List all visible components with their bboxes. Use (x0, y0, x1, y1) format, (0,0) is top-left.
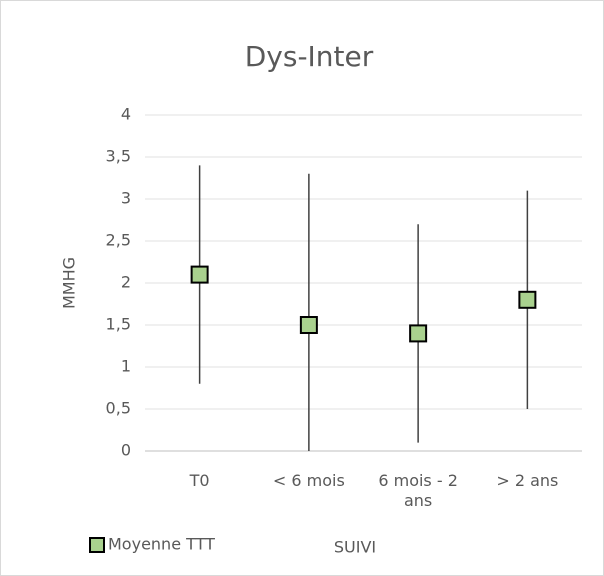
legend-label: Moyenne TTT (108, 535, 215, 554)
x-axis-label: SUIVI (334, 538, 376, 557)
y-tick-label: 0,5 (106, 399, 131, 418)
x-tick-label: < 6 mois (272, 471, 345, 490)
marker (409, 324, 428, 343)
marker (299, 316, 318, 334)
y-tick-label: 4 (121, 105, 131, 124)
y-tick-label: 1,5 (106, 315, 131, 334)
y-axis-label: MMHG (60, 257, 79, 309)
x-tick-label: 6 mois - 2 ans (378, 471, 458, 510)
marker (190, 265, 209, 284)
y-tick-label: 2,5 (106, 231, 131, 250)
x-tick-label: T0 (189, 471, 210, 490)
x-tick-label: > 2 ans (496, 471, 559, 490)
marker (518, 290, 537, 309)
y-tick-label: 0 (121, 441, 131, 460)
y-tick-label: 3,5 (106, 147, 131, 166)
y-tick-label: 3 (121, 189, 131, 208)
y-tick-label: 2 (121, 273, 131, 292)
legend-marker (89, 537, 105, 553)
y-tick-label: 1 (121, 357, 131, 376)
chart-title: Dys-Inter (245, 40, 374, 73)
